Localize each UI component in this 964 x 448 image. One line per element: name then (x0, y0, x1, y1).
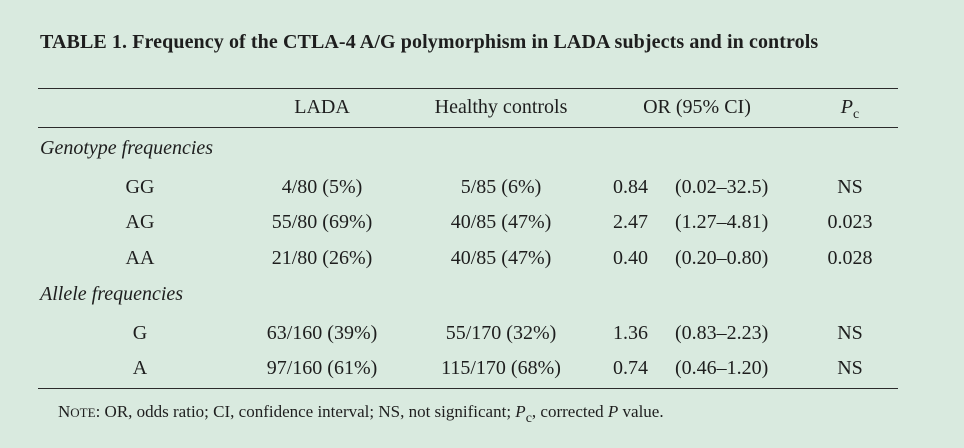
cell-healthy: 40/85 (47%) (450, 211, 552, 233)
column-header-or-ci: OR (95% CI) (643, 96, 751, 118)
pc-subscript: c (853, 107, 860, 122)
cell-lada: 97/160 (61%) (266, 357, 378, 379)
note-prefix-smallcaps: OTE (70, 405, 96, 420)
cell-ci: (0.83–2.23) (675, 322, 769, 344)
cell-healthy: 55/170 (32%) (445, 322, 557, 344)
cell-pc: NS (837, 357, 863, 379)
row-label: AG (125, 211, 155, 233)
row-label: GG (125, 176, 155, 198)
table-bottom-rule (38, 388, 898, 389)
header-rule-bottom (38, 127, 898, 128)
pc-main-letter: P (840, 96, 853, 118)
cell-or: 0.84 (613, 176, 648, 198)
cell-lada: 21/80 (26%) (271, 247, 373, 269)
cell-pc: NS (837, 322, 863, 344)
cell-pc: 0.028 (827, 247, 873, 269)
row-label: AA (125, 247, 155, 269)
section-label-allele: Allele frequencies (40, 283, 184, 305)
cell-ci: (0.02–32.5) (675, 176, 769, 198)
cell-or: 2.47 (613, 211, 648, 233)
section-label-genotype: Genotype frequencies (40, 137, 214, 159)
column-header-lada: LADA (294, 96, 350, 118)
cell-or: 1.36 (613, 322, 648, 344)
cell-healthy: 115/170 (68%) (441, 357, 561, 379)
table-title: TABLE 1. Frequency of the CTLA-4 A/G pol… (40, 31, 819, 53)
note-pc-subscript: c (525, 411, 532, 426)
cell-ci: (1.27–4.81) (675, 211, 769, 233)
note-text-3: value. (618, 402, 664, 421)
row-label: G (132, 322, 148, 344)
note-pc-letter: P (515, 402, 526, 421)
note-text-1: : OR, odds ratio; CI, confidence interva… (95, 402, 516, 421)
cell-ci: (0.20–0.80) (675, 247, 769, 269)
cell-healthy: 5/85 (6%) (460, 176, 542, 198)
cell-healthy: 40/85 (47%) (450, 247, 552, 269)
note-text-2: , corrected (531, 402, 608, 421)
cell-or: 0.40 (613, 247, 648, 269)
note-p-letter: P (607, 402, 619, 421)
cell-lada: 4/80 (5%) (281, 176, 363, 198)
cell-pc: NS (837, 176, 863, 198)
cell-lada: 63/160 (39%) (266, 322, 378, 344)
table-note: NOTE: OR, odds ratio; CI, confidence int… (58, 401, 664, 430)
header-rule-top (38, 88, 898, 89)
cell-ci: (0.46–1.20) (675, 357, 769, 379)
cell-lada: 55/80 (69%) (271, 211, 373, 233)
note-prefix-capital: N (58, 402, 71, 421)
column-header-pc: Pc (841, 95, 859, 127)
cell-or: 0.74 (613, 357, 648, 379)
row-label: A (132, 357, 148, 379)
column-header-healthy-controls: Healthy controls (434, 96, 568, 118)
cell-pc: 0.023 (827, 211, 873, 233)
